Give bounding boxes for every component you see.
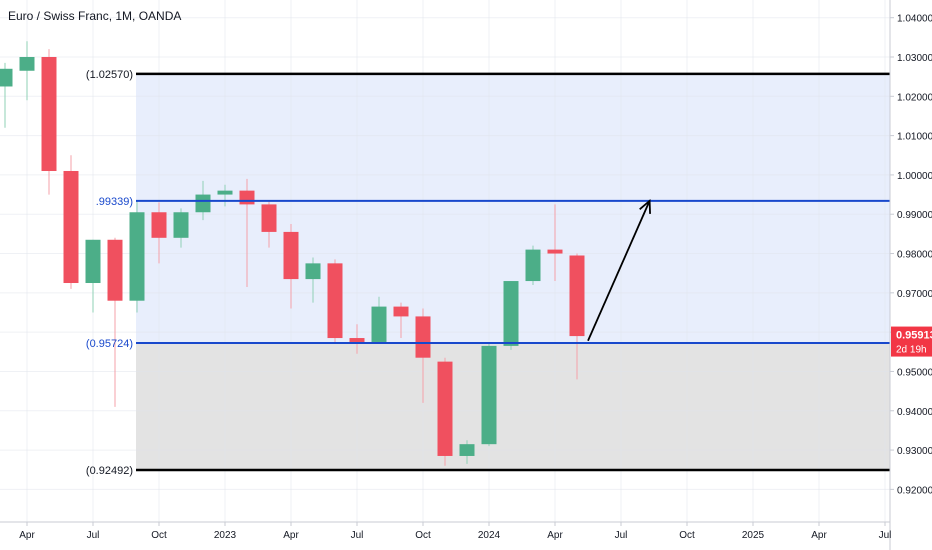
candle-body-13 bbox=[261, 204, 277, 232]
chart-title: Euro / Swiss Franc, 1M, OANDA bbox=[8, 9, 182, 23]
level-label-1: .99339) bbox=[96, 196, 133, 208]
candle-body-2 bbox=[19, 56, 35, 71]
y-tick-label-0: 1.04000 bbox=[897, 14, 932, 25]
zone-1 bbox=[136, 342, 890, 471]
candle-body-10 bbox=[195, 194, 211, 213]
candle-body-9 bbox=[173, 212, 189, 238]
level-label-0: (1.02570) bbox=[86, 69, 133, 81]
candle-body-16 bbox=[327, 263, 343, 339]
x-tick-label-13: Jul bbox=[879, 530, 892, 541]
x-tick-label-11: 2025 bbox=[742, 530, 765, 541]
candle-body-23 bbox=[481, 345, 497, 445]
candle-body-17 bbox=[349, 338, 365, 342]
current-price-badge bbox=[891, 326, 932, 357]
candle-body-19 bbox=[393, 306, 409, 317]
candle-body-24 bbox=[503, 281, 519, 346]
x-tick-label-4: Apr bbox=[283, 530, 299, 541]
candle-body-5 bbox=[85, 239, 101, 284]
candle-body-21 bbox=[437, 361, 453, 456]
projection-arrow bbox=[587, 198, 651, 342]
y-tick-label-2: 1.02000 bbox=[897, 92, 932, 103]
candle-body-6 bbox=[107, 239, 123, 301]
x-tick-label-2: Oct bbox=[151, 530, 167, 541]
x-tick-label-5: Jul bbox=[351, 530, 364, 541]
projection-arrowhead bbox=[639, 198, 651, 214]
candle-body-7 bbox=[129, 212, 145, 301]
y-tick-label-7: 0.97000 bbox=[897, 289, 932, 300]
x-tick-label-10: Oct bbox=[679, 530, 695, 541]
candle-body-18 bbox=[371, 306, 387, 342]
y-tick-label-11: 0.93000 bbox=[897, 446, 932, 457]
candle-body-12 bbox=[239, 190, 255, 205]
candle-body-11 bbox=[217, 190, 233, 195]
level-label-3: (0.92492) bbox=[86, 465, 133, 477]
candle-body-14 bbox=[283, 231, 299, 280]
candle-body-22 bbox=[459, 444, 475, 456]
candle-body-4 bbox=[63, 170, 79, 284]
candle-body-3 bbox=[41, 56, 57, 171]
candle-body-26 bbox=[547, 249, 563, 254]
y-tick-label-1: 1.03000 bbox=[897, 53, 932, 64]
level-lines: (1.02570) .99339) (0.95724) (0.92492) bbox=[86, 69, 890, 477]
y-tick-label-9: 0.95000 bbox=[897, 367, 932, 378]
candle-body-1 bbox=[0, 68, 13, 87]
y-tick-label-6: 0.98000 bbox=[897, 250, 932, 261]
y-tick-label-12: 0.92000 bbox=[897, 485, 932, 496]
y-tick-label-4: 1.00000 bbox=[897, 171, 932, 182]
x-tick-label-9: Jul bbox=[615, 530, 628, 541]
x-tick-label-1: Jul bbox=[87, 530, 100, 541]
candle-body-8 bbox=[151, 212, 167, 238]
current-price-value: 0.95913 bbox=[896, 330, 932, 342]
y-tick-label-5: 0.99000 bbox=[897, 210, 932, 221]
x-tick-label-6: Oct bbox=[415, 530, 431, 541]
x-tick-label-8: Apr bbox=[547, 530, 563, 541]
x-tick-label-12: Apr bbox=[811, 530, 827, 541]
y-tick-label-3: 1.01000 bbox=[897, 132, 932, 143]
candles bbox=[0, 41, 585, 466]
x-tick-label-0: Apr bbox=[19, 530, 35, 541]
x-tick-label-3: 2023 bbox=[214, 530, 237, 541]
candle-body-27 bbox=[569, 255, 585, 337]
candle-body-20 bbox=[415, 316, 431, 358]
x-tick-label-7: 2024 bbox=[478, 530, 501, 541]
candle-body-25 bbox=[525, 249, 541, 282]
candle-body-15 bbox=[305, 263, 321, 280]
level-label-2: (0.95724) bbox=[86, 338, 133, 350]
projection-line bbox=[587, 200, 651, 342]
current-price-countdown: 2d 19h bbox=[896, 345, 927, 356]
y-tick-label-10: 0.94000 bbox=[897, 407, 932, 418]
